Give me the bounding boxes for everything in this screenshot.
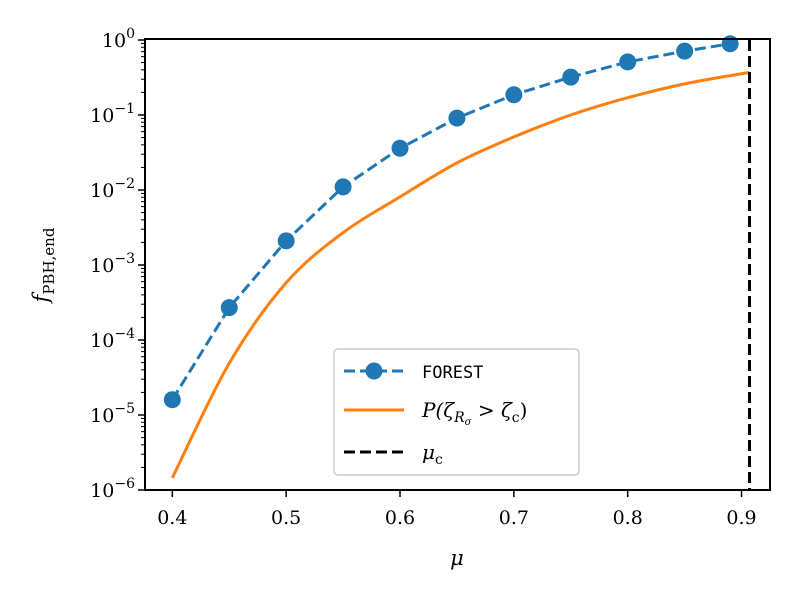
svg-text:fPBH,end: fPBH,end [29, 227, 58, 304]
forest-data-point [334, 178, 352, 196]
forest-data-point [619, 53, 637, 71]
forest-data-point [721, 35, 739, 53]
y-tick-label: 10−3 [90, 251, 135, 277]
forest-data-point [676, 42, 694, 60]
legend-probability-label: P(ζRσ > ζc) [421, 398, 527, 428]
legend-box [333, 348, 580, 476]
legend-mu-c-label: μc [422, 440, 443, 468]
forest-data-point [562, 68, 580, 86]
x-tick-label: 0.4 [157, 507, 187, 529]
forest-line [171, 42, 731, 401]
y-axis-label: fPBH,end [29, 227, 58, 304]
forest-data-point [448, 109, 466, 127]
y-tick-label: 10−4 [90, 326, 135, 352]
x-tick-label: 0.8 [613, 507, 643, 529]
x-tick-label: 0.7 [499, 507, 529, 529]
y-tick-label: 10−1 [90, 101, 135, 127]
legend: FOREST P(ζRσ > ζc) μc [333, 348, 580, 476]
x-tick-label: 0.5 [271, 507, 301, 529]
forest-data-point [220, 299, 238, 317]
forest-data-point [277, 232, 295, 250]
y-tick-label: 10−2 [90, 176, 135, 202]
legend-forest-marker [365, 362, 383, 380]
y-tick-label: 100 [102, 26, 135, 52]
legend-forest-label: FOREST [422, 363, 483, 383]
forest-data-point [505, 86, 523, 104]
y-tick-label: 10−6 [90, 476, 135, 502]
y-tick-label: 10−5 [90, 401, 135, 427]
x-axis-label: μ [450, 546, 464, 570]
x-tick-label: 0.9 [726, 507, 756, 529]
probability-curve [170, 70, 750, 479]
forest-data-point [391, 139, 409, 157]
x-tick-label: 0.6 [385, 507, 415, 529]
forest-data-point [163, 391, 181, 409]
